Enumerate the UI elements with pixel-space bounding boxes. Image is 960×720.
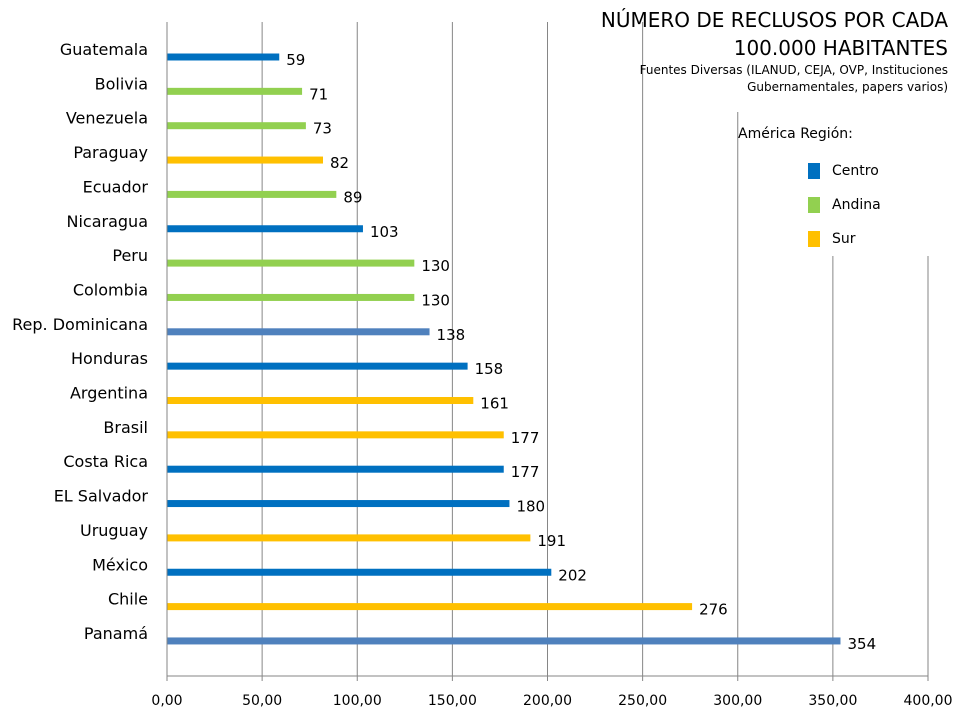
category-label: Costa Rica xyxy=(63,452,148,471)
category-label: Peru xyxy=(112,246,148,265)
legend-label-andina: Andina xyxy=(832,197,881,213)
data-label: 191 xyxy=(537,532,566,550)
bar-honduras xyxy=(167,362,468,370)
data-labels: 5971738289103130130138158161177177180191… xyxy=(286,51,876,653)
category-label: Nicaragua xyxy=(67,212,149,231)
data-label: 59 xyxy=(286,51,305,69)
x-tick-label: 350,00 xyxy=(808,693,857,709)
category-label: Chile xyxy=(108,590,148,609)
x-tick-label: 200,00 xyxy=(523,693,572,709)
category-label: Rep. Dominicana xyxy=(12,315,148,334)
legend-label-sur: Sur xyxy=(832,231,856,247)
bar-ecuador xyxy=(167,190,337,198)
data-label: 354 xyxy=(847,635,876,653)
category-label: Bolivia xyxy=(95,74,148,93)
data-label: 180 xyxy=(516,498,545,516)
bar-costa-rica xyxy=(167,465,504,473)
x-tick-label: 100,00 xyxy=(333,693,382,709)
data-label: 177 xyxy=(511,463,540,481)
category-label: EL Salvador xyxy=(54,487,149,506)
data-label: 138 xyxy=(437,326,466,344)
data-label: 202 xyxy=(558,566,587,584)
category-label: México xyxy=(92,555,148,574)
legend-title: América Región: xyxy=(738,126,853,142)
chart-title-line1: NÚMERO DE RECLUSOS POR CADA xyxy=(600,8,948,32)
x-tick-label: 300,00 xyxy=(713,693,762,709)
bar-venezuela xyxy=(167,122,306,130)
bar-panam- xyxy=(167,637,841,645)
data-label: 161 xyxy=(480,395,509,413)
data-label: 177 xyxy=(511,429,540,447)
bar-paraguay xyxy=(167,156,324,164)
category-label: Paraguay xyxy=(73,143,148,162)
x-tick-label: 400,00 xyxy=(904,693,953,709)
bar-rep-dominicana xyxy=(167,328,430,336)
category-labels: Guatemala Bolivia Venezuela Paraguay Ecuador… xyxy=(12,40,148,643)
category-label: Venezuela xyxy=(66,109,148,128)
data-label: 130 xyxy=(421,291,450,309)
data-label: 73 xyxy=(313,120,332,138)
legend-item-sur: Sur xyxy=(808,222,881,256)
x-tick-label: 150,00 xyxy=(428,693,477,709)
chart-title-block: NÚMERO DE RECLUSOS POR CADA 100.000 HABI… xyxy=(388,6,948,96)
data-label: 158 xyxy=(475,360,504,378)
category-label: Panamá xyxy=(84,624,148,643)
chart-title-line2: 100.000 HABITANTES xyxy=(733,36,948,60)
bar-m-xico xyxy=(167,568,552,576)
data-label: 71 xyxy=(309,85,328,103)
bar-peru xyxy=(167,259,415,267)
category-label: Uruguay xyxy=(80,521,148,540)
bar-argentina xyxy=(167,397,474,404)
data-label: 82 xyxy=(330,154,349,172)
x-tick-label: 250,00 xyxy=(618,693,667,709)
chart-source-line2: Gubernamentales, papers varios) xyxy=(747,80,948,94)
gridlines xyxy=(166,22,929,676)
x-tick-label: 0,00 xyxy=(151,693,182,709)
data-label: 130 xyxy=(421,257,450,275)
bar-chile xyxy=(167,603,693,611)
legend-swatch-andina xyxy=(808,197,820,213)
legend-swatch-centro xyxy=(808,163,820,179)
x-tick-label: 50,00 xyxy=(242,693,282,709)
legend-swatch-sur xyxy=(808,231,820,247)
data-label: 89 xyxy=(343,188,362,206)
chart-source-line1: Fuentes Diversas (ILANUD, CEJA, OVP, Ins… xyxy=(639,63,948,77)
bar-guatemala xyxy=(167,53,280,61)
bar-bolivia xyxy=(167,87,303,95)
bar-uruguay xyxy=(167,534,531,542)
bar-colombia xyxy=(167,293,415,301)
category-label: Colombia xyxy=(73,280,148,299)
legend: América Región: Centro Andina Sur xyxy=(738,126,881,256)
bar-nicaragua xyxy=(167,225,363,233)
legend-item-andina: Andina xyxy=(808,188,881,222)
category-label: Honduras xyxy=(71,349,148,368)
bar-brasil xyxy=(167,431,504,439)
legend-label-centro: Centro xyxy=(832,163,879,179)
category-label: Guatemala xyxy=(60,40,148,59)
bars xyxy=(167,53,841,645)
data-label: 103 xyxy=(370,223,399,241)
legend-item-centro: Centro xyxy=(808,154,881,188)
x-axis: 0,00 50,00 100,00 150,00 200,00 250,00 300,00 3… xyxy=(151,22,953,709)
category-label: Argentina xyxy=(70,384,148,403)
category-label: Brasil xyxy=(103,418,148,437)
category-label: Ecuador xyxy=(83,177,149,196)
bar-el-salvador xyxy=(167,500,510,508)
data-label: 276 xyxy=(699,601,728,619)
